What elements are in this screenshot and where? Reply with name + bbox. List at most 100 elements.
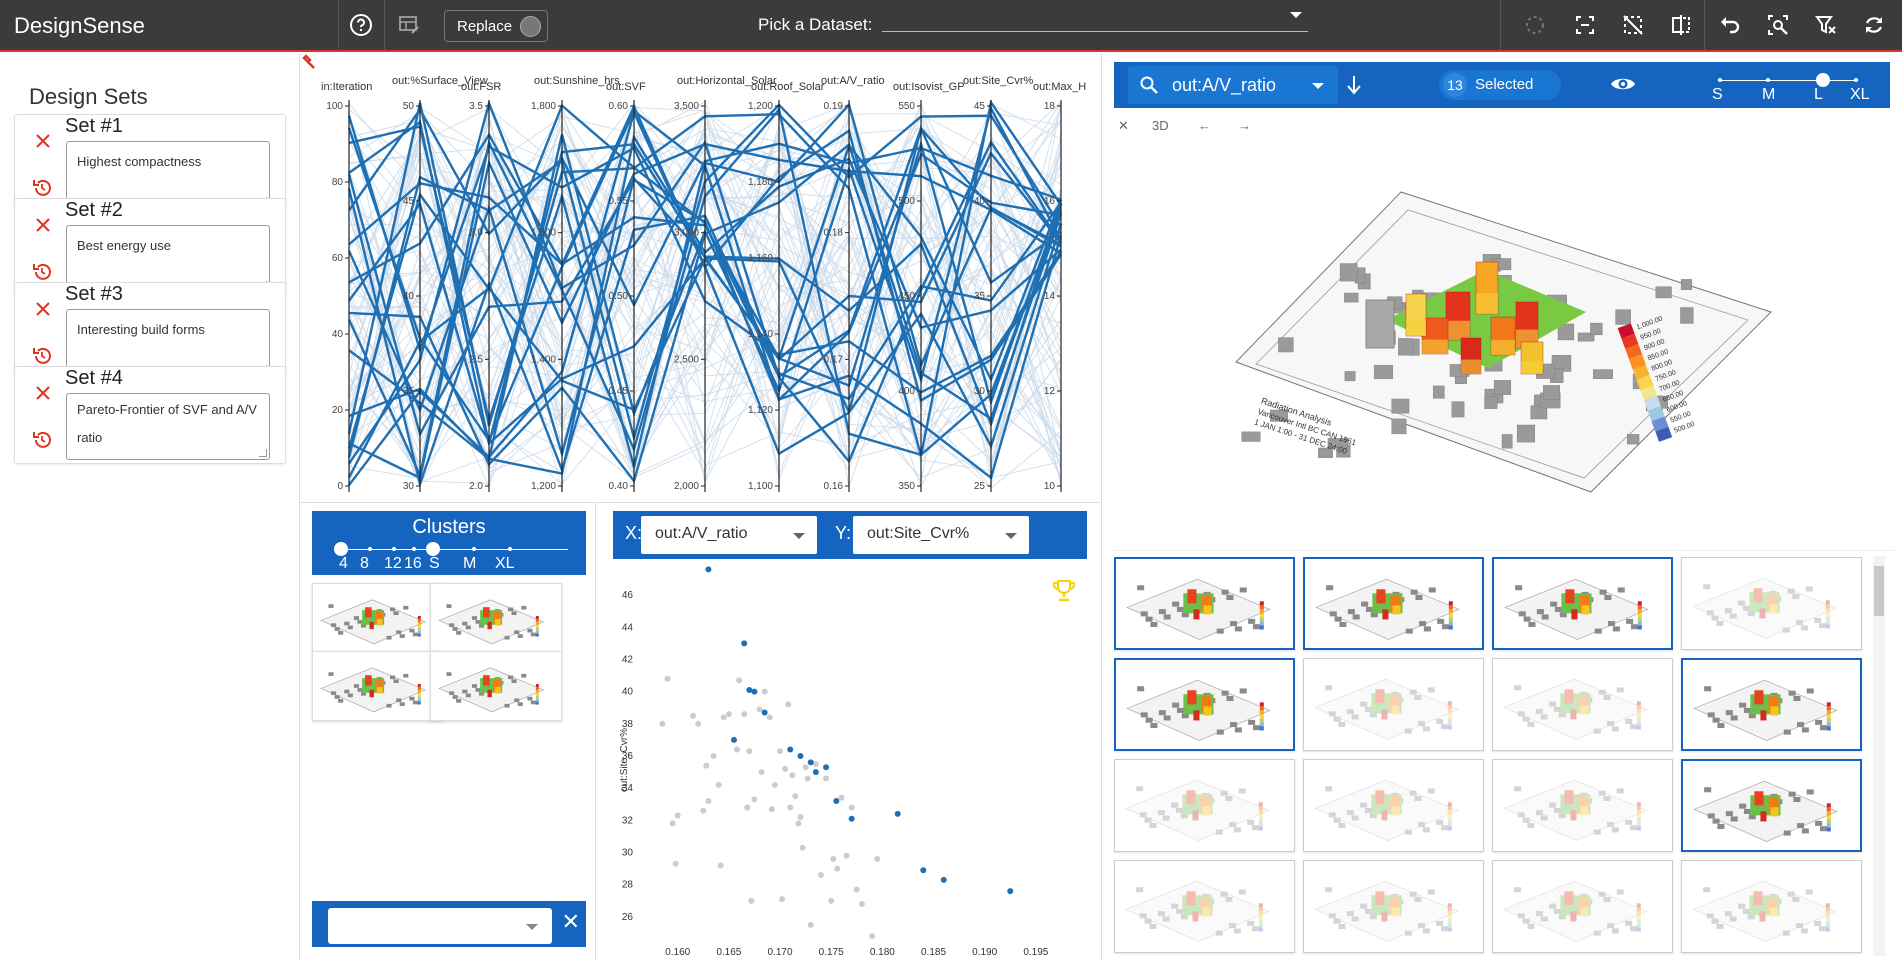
scatter-point[interactable] [746, 748, 753, 755]
scrollbar-thumb[interactable] [1874, 566, 1884, 616]
scatter-point[interactable] [823, 764, 830, 771]
design-thumbnail[interactable] [1492, 658, 1673, 751]
close-icon[interactable]: ✕ [1118, 118, 1129, 133]
design-thumbnail[interactable] [1303, 557, 1484, 650]
design-thumbnail[interactable] [1492, 860, 1673, 953]
box-select-icon[interactable] [1571, 11, 1599, 39]
pcp-axis[interactable]: out:FSR 3.5 3.0 2.5 2.0 [461, 81, 501, 492]
scatter-point[interactable] [817, 872, 824, 879]
set-note-field[interactable]: Pareto-Frontier of SVF and A/V ratio [66, 393, 270, 460]
parallel-coordinates-plot[interactable]: in:Iteration 100 80 60 40 20 0 out:%Surface_Vie… [300, 54, 1100, 501]
scatter-point[interactable] [659, 720, 666, 727]
scatter-point[interactable] [848, 815, 855, 822]
size-slider-step[interactable] [1766, 78, 1770, 82]
3d-model-viewer[interactable]: 1,000.00 950.00 900.00 850.00 800.00 750.00 70… [1116, 142, 1886, 508]
scatter-point[interactable] [748, 897, 755, 904]
pcp-axis[interactable]: out:SVF 0.60 0.55 0.50 0.45 0.40 [606, 81, 646, 492]
scatter-point[interactable] [710, 752, 717, 759]
scatter-point[interactable] [705, 566, 712, 573]
design-thumbnail[interactable] [1681, 557, 1862, 650]
close-icon[interactable] [33, 299, 53, 319]
size-slider-knob[interactable] [1816, 73, 1830, 87]
design-thumbnail[interactable] [1114, 658, 1295, 751]
design-thumbnail[interactable] [1681, 759, 1862, 852]
scatter-point[interactable] [669, 820, 676, 827]
scatter-point[interactable] [828, 897, 835, 904]
pcp-axis[interactable]: out:Horizontal_Solar 3,500 3,000 2,500 2,000 [674, 75, 777, 492]
deselect-icon[interactable] [1619, 11, 1647, 39]
scatter-point[interactable] [823, 775, 830, 782]
scatter-point[interactable] [843, 852, 850, 859]
scatter-point[interactable] [674, 812, 681, 819]
pcp-axis[interactable]: out:Max_H 18 16 14 12 10 [1033, 81, 1086, 492]
scatter-point[interactable] [715, 781, 722, 788]
close-icon[interactable]: ✕ [561, 909, 580, 934]
scatter-point[interactable] [940, 876, 947, 883]
pcp-axis[interactable]: out:Roof_Solar 1,200 1,180 1,160 1,140 1,120 1… [748, 81, 825, 492]
restore-icon[interactable] [31, 345, 53, 367]
scatter-point[interactable] [725, 711, 732, 718]
scatter-point[interactable] [734, 746, 741, 753]
metric-select[interactable]: out:A/V_ratio [1128, 66, 1338, 104]
scatter-point[interactable] [797, 752, 804, 759]
design-thumbnail[interactable] [1492, 759, 1673, 852]
3d-toggle[interactable]: 3D [1152, 118, 1169, 133]
scatter-point[interactable] [807, 759, 814, 766]
analysis-site[interactable] [1365, 261, 1586, 375]
scatter-point[interactable] [700, 807, 707, 814]
scatter-point[interactable] [761, 709, 768, 716]
cluster-thumbnail[interactable] [430, 583, 562, 653]
pcp-axis[interactable]: out:Sunshine_hrs 1,800 1,600 1,400 1,200 [531, 75, 620, 492]
scatter-point[interactable] [858, 900, 865, 907]
scatter-point[interactable] [751, 796, 758, 803]
undo-icon[interactable] [1716, 11, 1744, 39]
trophy-icon[interactable] [1051, 522, 1077, 602]
size-slider-step[interactable] [1718, 78, 1722, 82]
cluster-thumbnail[interactable] [312, 651, 444, 721]
scatter-point[interactable] [695, 720, 702, 727]
sort-descending-icon[interactable] [1344, 74, 1364, 96]
zoom-select-icon[interactable] [1764, 11, 1792, 39]
scatter-point[interactable] [751, 688, 758, 695]
design-thumbnail[interactable] [1303, 860, 1484, 953]
cluster-slider-step[interactable] [368, 547, 372, 551]
arrow-left-icon[interactable]: ← [1198, 118, 1211, 133]
scatter-point[interactable] [705, 798, 712, 805]
cluster-thumbnail[interactable] [430, 651, 562, 721]
close-icon[interactable] [33, 131, 53, 151]
scatter-point[interactable] [830, 855, 837, 862]
refresh-icon[interactable] [1860, 11, 1888, 39]
scatter-point[interactable] [799, 844, 806, 851]
scatter-point[interactable] [672, 860, 679, 867]
y-axis-select[interactable]: out:Site_Cvr% [853, 516, 1029, 554]
scatter-point[interactable] [779, 896, 786, 903]
scatter-point[interactable] [741, 711, 748, 718]
size-slider-step[interactable] [1854, 78, 1858, 82]
scatter-point[interactable] [807, 921, 814, 928]
design-thumbnail[interactable] [1114, 860, 1295, 953]
restore-icon[interactable] [31, 177, 53, 199]
scatter-plot[interactable]: 0.160 0.165 0.170 0.175 0.180 0.185 0.190 0.195… [597, 559, 1100, 961]
pcp-axis[interactable]: out:%Surface_View 50 45 40 35 30 [392, 75, 488, 492]
clear-filter-icon[interactable] [1812, 11, 1840, 39]
pcp-axis[interactable]: out:A/V_ratio 0.19 0.18 0.17 0.16 [821, 75, 885, 492]
scatter-point[interactable] [869, 933, 876, 940]
design-set-card[interactable]: Set #2 Best energy use [14, 198, 286, 296]
scatter-point[interactable] [758, 769, 765, 776]
scatter-point[interactable] [736, 677, 743, 684]
selected-count-chip[interactable]: 13 Selected [1439, 70, 1561, 100]
eye-icon[interactable] [1610, 74, 1636, 94]
scatter-point[interactable] [874, 855, 881, 862]
design-thumbnail[interactable] [1303, 658, 1484, 751]
design-set-card[interactable]: Set #3 Interesting build forms [14, 282, 286, 380]
set-note-field[interactable]: Best energy use [66, 225, 270, 292]
grid-scrollbar[interactable] [1873, 556, 1885, 956]
scatter-point[interactable] [795, 820, 802, 827]
design-set-card[interactable]: Set #4 Pareto-Frontier of SVF and A/V rat… [14, 366, 286, 464]
scatter-point[interactable] [853, 886, 860, 893]
scatter-point[interactable] [782, 765, 789, 772]
cluster-slider-track[interactable] [342, 549, 568, 550]
scatter-point[interactable] [838, 794, 845, 801]
split-view-icon[interactable] [1667, 11, 1695, 39]
design-thumbnail[interactable] [1114, 557, 1295, 650]
